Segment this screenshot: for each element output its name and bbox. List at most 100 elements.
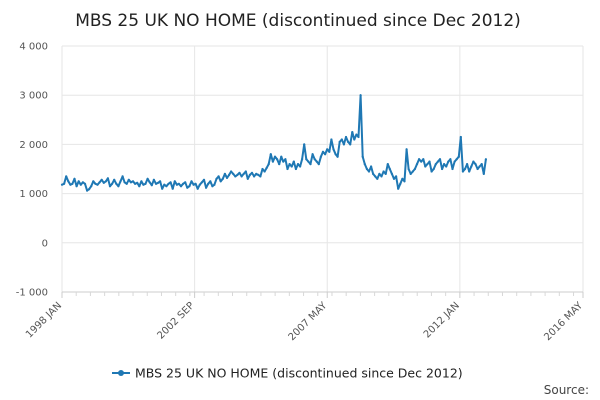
data-point xyxy=(211,185,214,188)
data-point xyxy=(131,180,135,183)
data-point xyxy=(347,140,350,143)
data-point xyxy=(115,182,118,185)
data-point xyxy=(326,148,329,151)
data-point xyxy=(428,160,431,163)
data-point xyxy=(234,175,237,178)
data-point xyxy=(205,186,208,189)
data-point xyxy=(330,138,333,141)
x-tick-label: 2007 MAY xyxy=(287,300,330,343)
data-point xyxy=(232,172,235,175)
data-point xyxy=(424,165,427,168)
data-point xyxy=(411,170,414,173)
data-point xyxy=(478,165,481,168)
data-point xyxy=(407,167,410,171)
chart-title: MBS 25 UK NO HOME (discontinued since De… xyxy=(75,11,521,31)
data-point xyxy=(215,177,218,180)
data-point xyxy=(372,172,375,175)
data-point xyxy=(378,172,381,175)
data-point xyxy=(90,185,93,188)
data-point xyxy=(443,163,446,166)
data-point xyxy=(219,180,222,183)
data-point xyxy=(388,167,391,171)
data-point xyxy=(182,182,185,185)
y-axis-ticks: 4 000 3 000 2 000 1 000 0 -1 000 xyxy=(16,42,48,299)
data-point xyxy=(441,167,444,171)
data-point xyxy=(474,163,477,166)
data-point xyxy=(311,153,314,156)
data-point xyxy=(108,185,112,188)
data-point xyxy=(75,185,78,188)
data-point xyxy=(265,166,268,170)
data-point xyxy=(69,183,72,186)
y-tick-label: 1 000 xyxy=(19,189,48,200)
data-point xyxy=(213,183,216,186)
data-point xyxy=(415,163,419,166)
data-point xyxy=(179,185,183,188)
data-point xyxy=(63,182,66,185)
data-point xyxy=(386,163,389,166)
data-point xyxy=(313,158,316,161)
data-point xyxy=(273,155,277,158)
legend-label: MBS 25 UK NO HOME (discontinued since De… xyxy=(135,366,463,381)
data-point xyxy=(294,167,297,171)
data-point xyxy=(248,173,251,176)
data-point xyxy=(463,167,467,171)
y-tick-label: 2 000 xyxy=(19,140,48,151)
data-point xyxy=(121,175,124,178)
data-point xyxy=(420,160,423,163)
data-point xyxy=(71,182,74,185)
legend[interactable]: MBS 25 UK NO HOME (discontinued since De… xyxy=(112,366,463,381)
data-point xyxy=(453,160,456,163)
y-tick-label: 3 000 xyxy=(19,91,48,102)
data-point xyxy=(432,167,435,171)
data-point xyxy=(278,163,281,166)
data-point xyxy=(395,175,398,178)
data-point xyxy=(303,143,306,146)
y-tick-label: 0 xyxy=(42,238,48,249)
data-point xyxy=(292,160,295,163)
data-point xyxy=(177,182,180,185)
data-point xyxy=(250,171,254,174)
data-point xyxy=(401,177,404,180)
y-tick-label: 4 000 xyxy=(19,42,48,53)
data-point xyxy=(390,172,393,175)
data-point xyxy=(365,167,368,171)
data-point xyxy=(81,181,84,184)
data-point xyxy=(159,180,162,183)
data-point xyxy=(367,170,371,173)
series-group xyxy=(60,94,487,192)
data-point xyxy=(315,160,318,163)
x-tick-label: 2012 JAN xyxy=(422,300,462,340)
data-point xyxy=(257,173,260,176)
data-point xyxy=(376,177,379,180)
data-point xyxy=(163,183,166,186)
data-point xyxy=(438,158,442,161)
data-point xyxy=(317,163,320,166)
data-point xyxy=(332,148,335,151)
data-point xyxy=(422,158,425,161)
data-point xyxy=(225,176,229,179)
data-point xyxy=(468,170,471,173)
data-point xyxy=(198,183,201,186)
data-point xyxy=(207,182,210,185)
data-point xyxy=(340,138,343,141)
y-tick-label: -1 000 xyxy=(16,288,48,299)
data-point xyxy=(253,175,256,178)
data-point xyxy=(104,180,107,183)
data-point xyxy=(309,163,312,166)
data-point xyxy=(357,135,360,139)
data-point xyxy=(94,182,97,185)
data-point xyxy=(236,173,239,176)
data-point xyxy=(267,163,270,166)
data-point xyxy=(413,167,416,171)
data-point xyxy=(263,170,266,173)
data-point xyxy=(184,181,187,184)
data-point xyxy=(430,170,433,173)
data-point xyxy=(190,180,193,183)
data-point xyxy=(288,163,291,166)
data-point xyxy=(324,153,327,156)
data-point xyxy=(482,172,485,175)
legend-marker xyxy=(118,370,124,376)
data-point xyxy=(83,182,87,185)
data-point xyxy=(370,165,373,168)
